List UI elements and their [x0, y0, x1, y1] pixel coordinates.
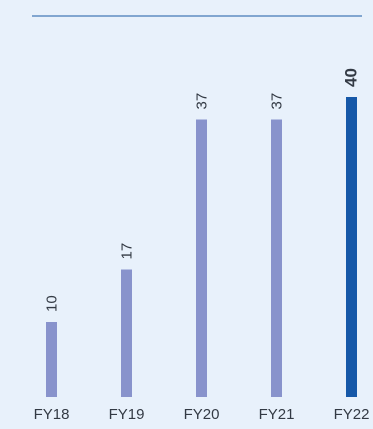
bar-fy20 [196, 119, 207, 397]
bar-fy21 [271, 119, 282, 397]
value-label-fy19: 17 [119, 243, 136, 260]
x-tick-fy21: FY21 [259, 406, 295, 423]
bar-fy18 [46, 322, 57, 397]
x-tick-fy22: FY22 [334, 406, 370, 423]
x-tick-fy19: FY19 [109, 406, 145, 423]
value-label-fy21: 37 [269, 93, 286, 110]
bar-fy22 [346, 97, 357, 397]
bars-group [46, 97, 357, 397]
x-tick-fy18: FY18 [34, 406, 70, 423]
value-label-fy18: 10 [44, 295, 61, 312]
value-label-fy20: 37 [194, 93, 211, 110]
value-label-fy22: 40 [342, 68, 361, 87]
x-tick-fy20: FY20 [184, 406, 220, 423]
x-tick-labels-group: FY18 FY19 FY20 FY21 FY22 [34, 406, 370, 423]
bar-fy19 [121, 269, 132, 397]
value-labels-group: 10 17 37 37 40 [44, 68, 361, 312]
